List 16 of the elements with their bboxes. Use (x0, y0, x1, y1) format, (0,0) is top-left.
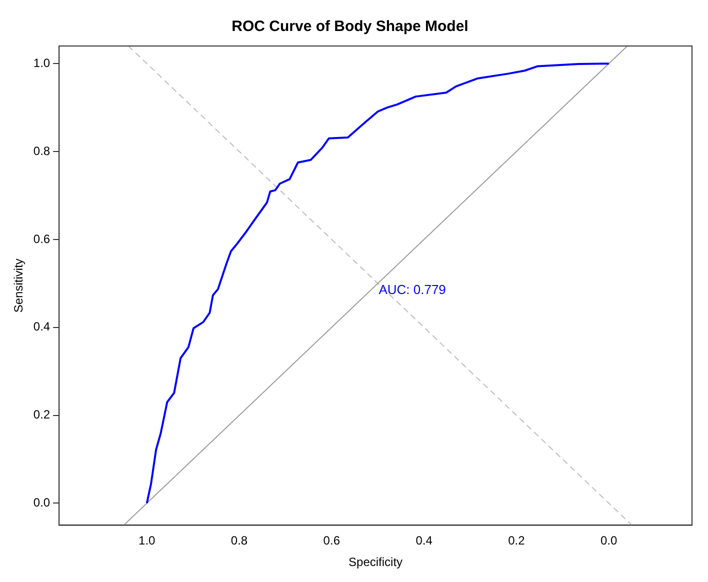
x-tick-label: 1.0 (138, 534, 156, 548)
y-tick-label: 0.8 (33, 144, 50, 158)
x-tick-label: 0.0 (600, 534, 618, 548)
y-tick-label: 1.0 (33, 56, 50, 70)
y-tick-label: 0.2 (33, 408, 50, 422)
y-tick-label: 0.0 (33, 496, 50, 510)
y-axis-title: Sensitivity (12, 258, 26, 313)
x-tick-label: 0.2 (508, 534, 526, 548)
annotation: AUC: 0.779 (378, 282, 446, 297)
y-tick-label: 0.6 (33, 232, 50, 246)
chart-title: ROC Curve of Body Shape Model (232, 18, 468, 36)
x-tick-label: 0.8 (230, 534, 248, 548)
x-axis-title: Specificity (348, 555, 403, 570)
x-tick-label: 0.6 (323, 534, 340, 548)
y-tick-label: 0.4 (33, 320, 50, 334)
x-tick-label: 0.4 (416, 534, 433, 548)
